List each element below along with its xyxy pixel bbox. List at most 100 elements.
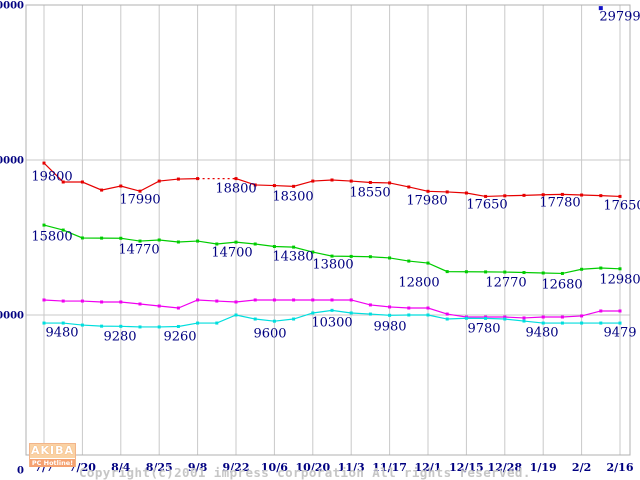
x-axis-label: 2/16 — [607, 461, 634, 474]
blue-point-marker — [598, 6, 603, 11]
magenta-line-marker — [560, 315, 564, 319]
cyan-line-marker — [100, 324, 104, 328]
red-line-marker — [580, 193, 584, 197]
green-line-marker — [388, 256, 392, 260]
red-line-marker — [426, 189, 430, 193]
magenta-line-marker — [388, 305, 392, 309]
cyan-line-marker — [196, 321, 200, 325]
y-axis-label: 0 — [17, 466, 24, 477]
value-label-red-line: 17990 — [119, 193, 160, 208]
x-axis-label: 9/22 — [223, 461, 250, 474]
green-line-marker — [503, 270, 507, 274]
magenta-line-marker — [253, 298, 257, 302]
x-axis-label: 8/4 — [111, 461, 131, 474]
magenta-line-marker — [196, 298, 200, 302]
cyan-line-marker — [272, 319, 276, 323]
value-label-green-line: 12770 — [485, 276, 526, 291]
red-line-marker — [464, 191, 468, 195]
cyan-line-marker — [330, 308, 334, 312]
value-label-cyan-line: 9980 — [373, 320, 406, 335]
green-line-marker — [618, 267, 622, 271]
akiba-logo-subtitle: PC Hotline! — [30, 459, 75, 467]
green-line-marker — [484, 270, 488, 274]
red-line-marker — [445, 190, 449, 194]
x-axis-label: 10/6 — [261, 461, 288, 474]
red-line-marker — [234, 177, 238, 181]
copyright-text: Copyright(c)2001 impress corporation All… — [79, 440, 531, 480]
red-line-marker — [407, 185, 411, 189]
cyan-line-marker — [157, 325, 161, 329]
cyan-line-marker — [503, 317, 507, 321]
magenta-line-marker — [138, 302, 142, 306]
red-line-marker — [253, 183, 257, 187]
cyan-line-marker — [368, 312, 372, 316]
red-line-marker — [560, 192, 564, 196]
magenta-line-marker — [234, 300, 238, 304]
value-label-blue-point: 29799 — [599, 10, 640, 25]
green-line-marker — [61, 228, 65, 232]
magenta-line-marker — [426, 306, 430, 310]
value-label-red-line: 17650 — [466, 198, 507, 213]
cyan-line-marker — [580, 321, 584, 325]
magenta-line-marker — [541, 315, 545, 319]
green-line-marker — [311, 250, 315, 254]
red-line-marker — [330, 178, 334, 182]
green-line-marker — [157, 238, 161, 242]
cyan-line-marker — [484, 316, 488, 320]
red-line-marker — [541, 193, 545, 197]
cyan-line-marker — [234, 313, 238, 317]
red-line-marker — [522, 193, 526, 197]
value-label-cyan-line: 9780 — [467, 322, 500, 337]
green-line-marker — [119, 236, 123, 240]
red-line-marker — [138, 189, 142, 193]
magenta-line-marker — [330, 298, 334, 302]
magenta-line-marker — [445, 312, 449, 316]
x-axis-label: 9/8 — [188, 461, 208, 474]
value-label-red-line: 17780 — [539, 196, 580, 211]
value-label-red-line: 18800 — [215, 182, 256, 197]
magenta-line-marker — [119, 300, 123, 304]
green-line-marker — [253, 242, 257, 246]
cyan-line-marker — [388, 313, 392, 317]
magenta-line-marker — [599, 309, 603, 313]
green-line-marker — [349, 254, 353, 258]
value-label-cyan-line: 9480 — [525, 326, 558, 341]
green-line-marker — [138, 239, 142, 243]
x-axis-label: 2/2 — [572, 461, 591, 474]
red-line-marker — [80, 180, 84, 184]
green-line-marker — [215, 242, 219, 246]
x-axis-label: 11/3 — [338, 461, 365, 474]
value-label-green-line: 14770 — [118, 243, 159, 258]
value-label-green-line: 14700 — [211, 246, 252, 261]
green-line-marker — [445, 270, 449, 274]
cyan-line-marker — [445, 317, 449, 321]
red-line-marker — [196, 177, 200, 181]
cyan-line-marker — [215, 321, 219, 325]
magenta-line-marker — [618, 309, 622, 313]
cyan-line-marker — [426, 313, 430, 317]
green-line-marker — [80, 236, 84, 240]
cyan-line-marker — [119, 324, 123, 328]
value-label-cyan-line: 9600 — [253, 327, 286, 342]
green-line-marker — [42, 223, 46, 227]
value-label-green-line: 12980 — [599, 273, 640, 288]
x-axis-label: 12/15 — [449, 461, 484, 474]
cyan-line-marker — [349, 311, 353, 315]
magenta-line-marker — [349, 298, 353, 302]
value-label-green-line: 15800 — [31, 230, 72, 245]
green-line-marker — [560, 271, 564, 275]
magenta-line-marker — [42, 298, 46, 302]
cyan-line-marker — [311, 311, 315, 315]
value-label-green-line: 13800 — [312, 258, 353, 273]
cyan-line-marker — [176, 324, 180, 328]
red-line-marker — [311, 179, 315, 183]
red-line-marker — [368, 180, 372, 184]
magenta-line-marker — [80, 299, 84, 303]
green-line-marker — [272, 244, 276, 248]
magenta-line-marker — [215, 299, 219, 303]
magenta-line-marker — [61, 299, 65, 303]
value-label-red-line: 19800 — [31, 170, 72, 185]
value-label-green-line: 14380 — [272, 250, 313, 265]
red-line-marker — [503, 194, 507, 198]
